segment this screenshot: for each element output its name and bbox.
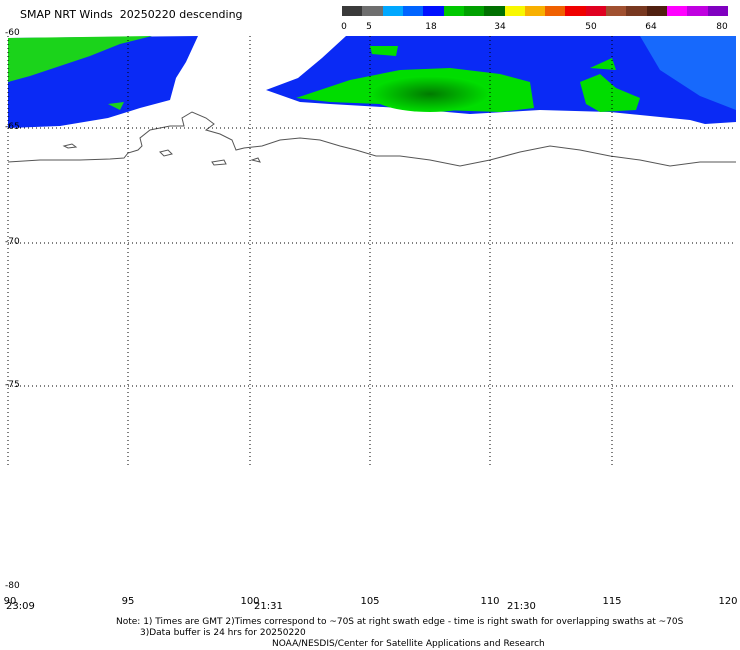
lat-label: -70: [5, 237, 20, 247]
lon-label: 105: [360, 596, 380, 607]
note-line-1: Note: 1) Times are GMT 2)Times correspon…: [116, 617, 684, 627]
colorbar-segment: [646, 6, 667, 16]
map-title: SMAP NRT Winds 20250220 descending: [20, 8, 243, 21]
colorbar-segment: [423, 6, 444, 16]
colorbar-label: 5: [366, 22, 372, 32]
wind-swath-left: [8, 36, 198, 128]
swath-time-label: 21:30: [507, 601, 536, 612]
lon-label: 115: [602, 596, 622, 607]
colorbar-label: 0: [341, 22, 347, 32]
colorbar-segment: [402, 6, 424, 16]
lat-label: -75: [5, 380, 20, 390]
colorbar-segment: [687, 6, 708, 16]
note-line-2: 3)Data buffer is 24 hrs for 20250220: [140, 628, 306, 638]
colorbar-segment: [443, 6, 464, 16]
colorbar-segment: [463, 6, 485, 16]
lat-gridlines: [8, 127, 736, 387]
colorbar-segment: [342, 6, 363, 16]
lon-label: 90: [3, 596, 17, 607]
wind-speed-colorbar: [342, 6, 728, 16]
lat-label: -65: [5, 122, 20, 132]
lon-label: 100: [240, 596, 260, 607]
colorbar-labels: 0 5 18 34 50 64 80: [0, 22, 740, 34]
lon-label: 110: [480, 596, 500, 607]
coastline: [7, 111, 736, 167]
swath-time-label: 23:09: [6, 601, 35, 612]
colorbar-label: 34: [494, 22, 506, 32]
colorbar-segment: [484, 6, 505, 16]
swath-time-label: 21:31: [254, 601, 283, 612]
colorbar-segment: [667, 6, 688, 16]
colorbar-segment: [504, 6, 525, 16]
colorbar-segment: [626, 6, 647, 16]
colorbar-label: 64: [645, 22, 657, 32]
colorbar-segment: [606, 6, 627, 16]
lat-label: -80: [5, 581, 20, 591]
note-line-3: NOAA/NESDIS/Center for Satellite Applica…: [272, 639, 545, 649]
lon-label: 120: [718, 596, 738, 607]
lat-label: -60: [5, 28, 20, 38]
colorbar-label: 18: [425, 22, 437, 32]
colorbar-segment: [585, 6, 607, 16]
wind-swath-right: [266, 36, 736, 124]
colorbar-segment: [707, 6, 728, 16]
lon-label: 95: [121, 596, 135, 607]
colorbar-segment: [565, 6, 586, 16]
colorbar-segment: [524, 6, 546, 16]
colorbar-label: 80: [716, 22, 728, 32]
colorbar-label: 50: [585, 22, 597, 32]
colorbar-segment: [382, 6, 403, 16]
colorbar-segment: [545, 6, 566, 16]
colorbar-segment: [362, 6, 383, 16]
